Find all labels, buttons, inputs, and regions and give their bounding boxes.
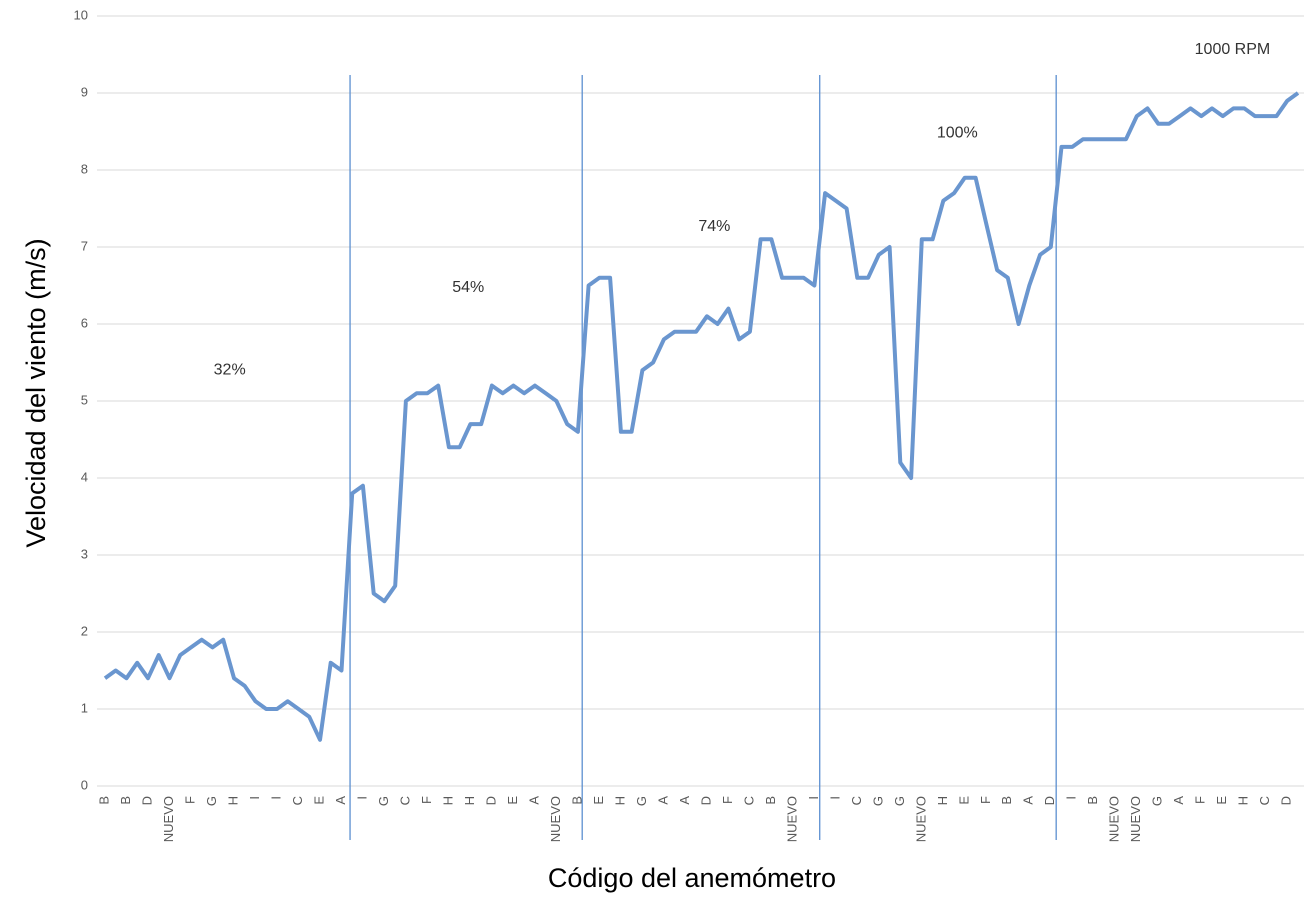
y-tick-label: 8 [81, 161, 88, 176]
x-tick-label: F [182, 796, 197, 804]
x-tick-label: I [1064, 796, 1079, 800]
x-tick-label: D [139, 796, 154, 805]
x-tick-label: NUEVO [161, 796, 176, 842]
y-tick-label: 6 [81, 315, 88, 330]
y-tick-label: 5 [81, 392, 88, 407]
x-tick-label: I [247, 796, 262, 800]
x-tick-label: H [225, 796, 240, 805]
x-tick-label: I [827, 796, 842, 800]
x-tick-label: NUEVO [1107, 796, 1122, 842]
x-tick-label: E [591, 796, 606, 805]
x-tick-label: E [311, 796, 326, 805]
x-tick-label: A [1021, 796, 1036, 805]
y-axis-title: Velocidad del viento (m/s) [21, 238, 51, 547]
x-tick-label: B [569, 796, 584, 805]
x-tick-label: G [204, 796, 219, 806]
x-tick-label: A [1171, 796, 1186, 805]
x-tick-label: NUEVO [784, 796, 799, 842]
x-tick-label: B [999, 796, 1014, 805]
x-tick-label: H [935, 796, 950, 805]
y-tick-label: 4 [81, 469, 88, 484]
x-tick-label: C [849, 796, 864, 805]
x-tick-label: H [612, 796, 627, 805]
x-tick-label: C [290, 796, 305, 805]
x-tick-label: H [440, 796, 455, 805]
x-tick-label: D [1279, 796, 1294, 805]
y-tick-label: 7 [81, 238, 88, 253]
y-tick-label: 0 [81, 777, 88, 792]
x-tick-label: I [806, 796, 821, 800]
y-tick-label: 3 [81, 546, 88, 561]
annotation: 74% [698, 218, 730, 235]
x-tick-label: NUEVO [1128, 796, 1143, 842]
x-tick-label: G [870, 796, 885, 806]
y-tick-label: 9 [81, 84, 88, 99]
x-tick-label: H [1236, 796, 1251, 805]
x-tick-label: F [419, 796, 434, 804]
data-line [103, 91, 1300, 742]
annotation: 1000 RPM [1195, 41, 1271, 58]
x-tick-label: G [376, 796, 391, 806]
y-tick-label: 1 [81, 700, 88, 715]
x-tick-label: G [892, 796, 907, 806]
x-tick-label: A [655, 796, 670, 805]
x-tick-label: C [1257, 796, 1272, 805]
x-tick-label: B [1085, 796, 1100, 805]
x-tick-label: I [268, 796, 283, 800]
x-tick-label: A [333, 796, 348, 805]
x-tick-label: B [763, 796, 778, 805]
x-axis-title: Código del anemómetro [548, 863, 836, 893]
x-tick-label: H [462, 796, 477, 805]
x-tick-label: D [698, 796, 713, 805]
x-tick-label: D [483, 796, 498, 805]
x-tick-label: F [978, 796, 993, 804]
x-tick-label: NUEVO [548, 796, 563, 842]
x-tick-label: D [1042, 796, 1057, 805]
x-tick-label: A [526, 796, 541, 805]
x-tick-label: A [677, 796, 692, 805]
x-tick-label: F [720, 796, 735, 804]
annotation: 54% [452, 279, 484, 296]
annotation: 32% [214, 361, 246, 378]
x-tick-label: E [1214, 796, 1229, 805]
x-tick-label: E [505, 796, 520, 805]
x-tick-label: B [96, 796, 111, 805]
x-tick-label: G [634, 796, 649, 806]
x-tick-label: E [956, 796, 971, 805]
annotation: 100% [937, 124, 978, 141]
x-tick-label: NUEVO [913, 796, 928, 842]
x-tick-label: B [118, 796, 133, 805]
x-tick-label: G [1150, 796, 1165, 806]
x-tick-label: F [1193, 796, 1208, 804]
y-tick-label: 10 [74, 7, 88, 22]
x-tick-label: I [354, 796, 369, 800]
x-tick-label: C [397, 796, 412, 805]
x-tick-label: C [741, 796, 756, 805]
y-tick-label: 2 [81, 623, 88, 638]
